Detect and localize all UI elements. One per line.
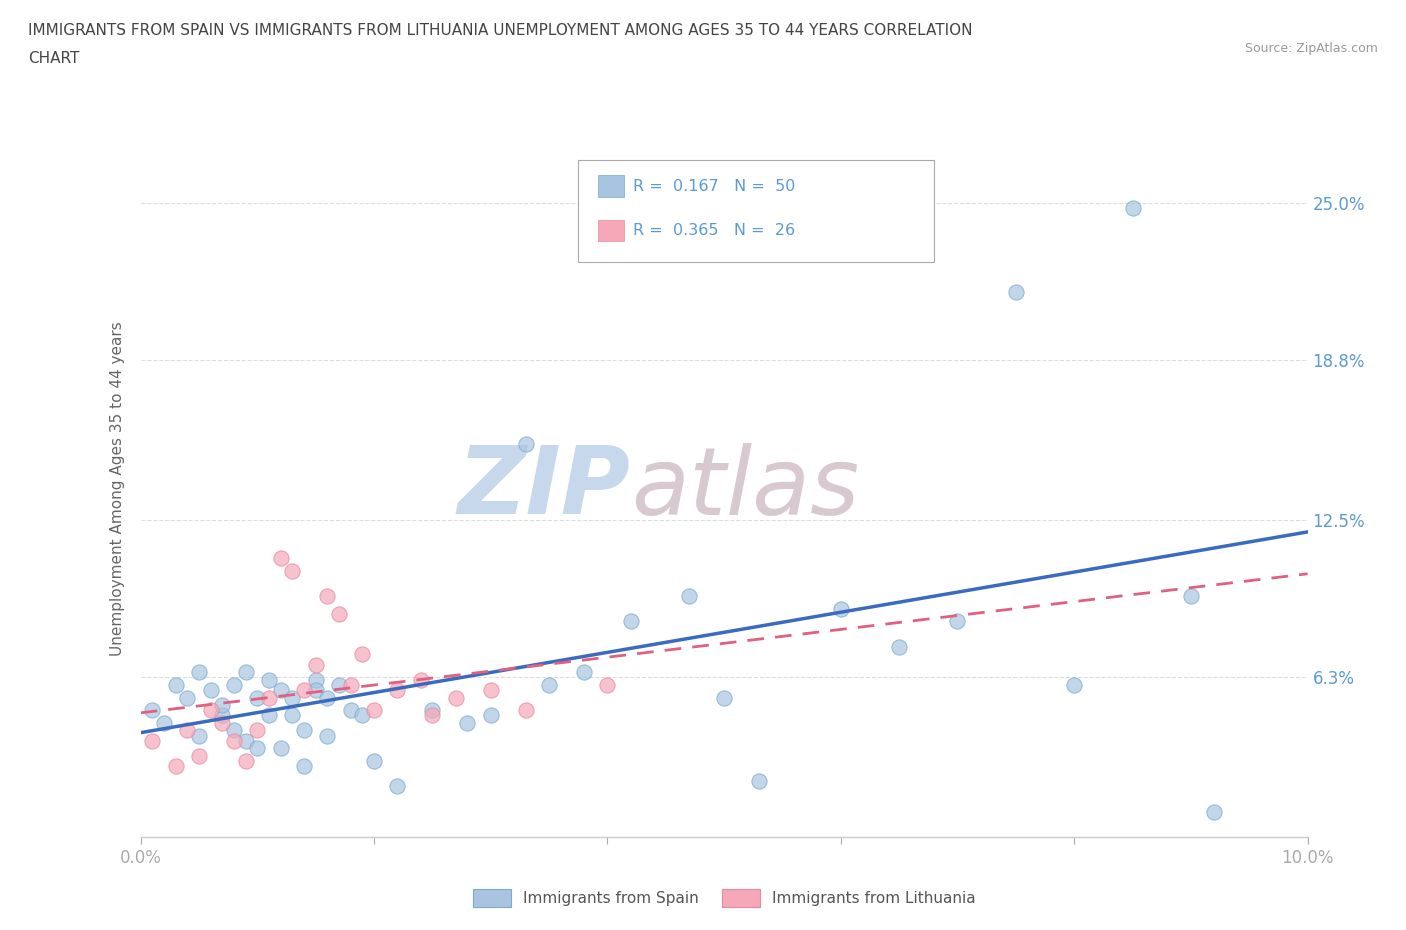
Point: [141, 733, 163, 748]
FancyBboxPatch shape: [578, 161, 934, 261]
Point: [596, 677, 619, 692]
Point: [188, 665, 211, 680]
Point: [165, 759, 187, 774]
Point: [363, 753, 385, 768]
Point: [211, 698, 233, 712]
Point: [270, 551, 292, 565]
Point: [281, 708, 304, 723]
Legend: Immigrants from Spain, Immigrants from Lithuania: Immigrants from Spain, Immigrants from L…: [467, 884, 981, 913]
Point: [141, 703, 163, 718]
Point: [946, 614, 969, 629]
Y-axis label: Unemployment Among Ages 35 to 44 years: Unemployment Among Ages 35 to 44 years: [110, 321, 125, 656]
Point: [200, 703, 222, 718]
Point: [1180, 589, 1202, 604]
Point: [200, 683, 222, 698]
Bar: [598, 219, 624, 241]
Point: [515, 703, 537, 718]
Point: [479, 683, 502, 698]
Text: atlas: atlas: [631, 443, 859, 534]
Text: R =  0.167   N =  50: R = 0.167 N = 50: [633, 179, 796, 193]
Point: [257, 672, 280, 687]
Point: [328, 677, 350, 692]
Point: [1063, 677, 1085, 692]
Point: [387, 683, 409, 698]
Point: [339, 677, 361, 692]
Point: [281, 690, 304, 705]
Text: IMMIGRANTS FROM SPAIN VS IMMIGRANTS FROM LITHUANIA UNEMPLOYMENT AMONG AGES 35 TO: IMMIGRANTS FROM SPAIN VS IMMIGRANTS FROM…: [28, 23, 973, 38]
Point: [316, 589, 339, 604]
Point: [316, 728, 339, 743]
Bar: [598, 176, 624, 197]
Point: [176, 690, 198, 705]
Text: CHART: CHART: [28, 51, 80, 66]
Point: [165, 677, 187, 692]
Point: [572, 665, 595, 680]
Text: ZIP: ZIP: [458, 443, 631, 534]
Point: [188, 728, 211, 743]
Point: [222, 677, 245, 692]
Point: [830, 602, 852, 617]
Text: Source: ZipAtlas.com: Source: ZipAtlas.com: [1244, 42, 1378, 55]
Point: [479, 708, 502, 723]
Point: [305, 683, 328, 698]
Point: [292, 723, 315, 737]
Point: [270, 741, 292, 756]
Point: [1204, 804, 1226, 819]
Point: [515, 436, 537, 451]
Point: [235, 665, 257, 680]
Point: [188, 749, 211, 764]
Point: [538, 677, 561, 692]
Point: [211, 715, 233, 730]
Point: [889, 639, 911, 654]
Point: [339, 703, 361, 718]
Point: [748, 774, 770, 789]
Point: [292, 683, 315, 698]
Point: [246, 741, 269, 756]
Point: [456, 715, 478, 730]
Point: [176, 723, 198, 737]
Point: [352, 647, 374, 662]
Point: [222, 733, 245, 748]
Point: [292, 759, 315, 774]
Point: [246, 690, 269, 705]
Point: [211, 708, 233, 723]
Point: [713, 690, 735, 705]
Point: [305, 672, 328, 687]
Point: [257, 690, 280, 705]
Point: [387, 778, 409, 793]
Point: [235, 733, 257, 748]
Point: [235, 753, 257, 768]
Point: [222, 723, 245, 737]
Point: [246, 723, 269, 737]
Point: [1005, 285, 1028, 299]
Point: [422, 708, 444, 723]
Point: [352, 708, 374, 723]
Point: [257, 708, 280, 723]
Point: [1122, 201, 1144, 216]
Point: [270, 683, 292, 698]
Point: [316, 690, 339, 705]
Point: [422, 703, 444, 718]
Point: [305, 658, 328, 672]
Point: [281, 564, 304, 578]
Point: [328, 606, 350, 621]
Point: [620, 614, 643, 629]
Point: [409, 672, 432, 687]
Text: R =  0.365   N =  26: R = 0.365 N = 26: [633, 223, 796, 238]
Point: [153, 715, 176, 730]
Point: [678, 589, 700, 604]
Point: [363, 703, 385, 718]
Point: [444, 690, 467, 705]
